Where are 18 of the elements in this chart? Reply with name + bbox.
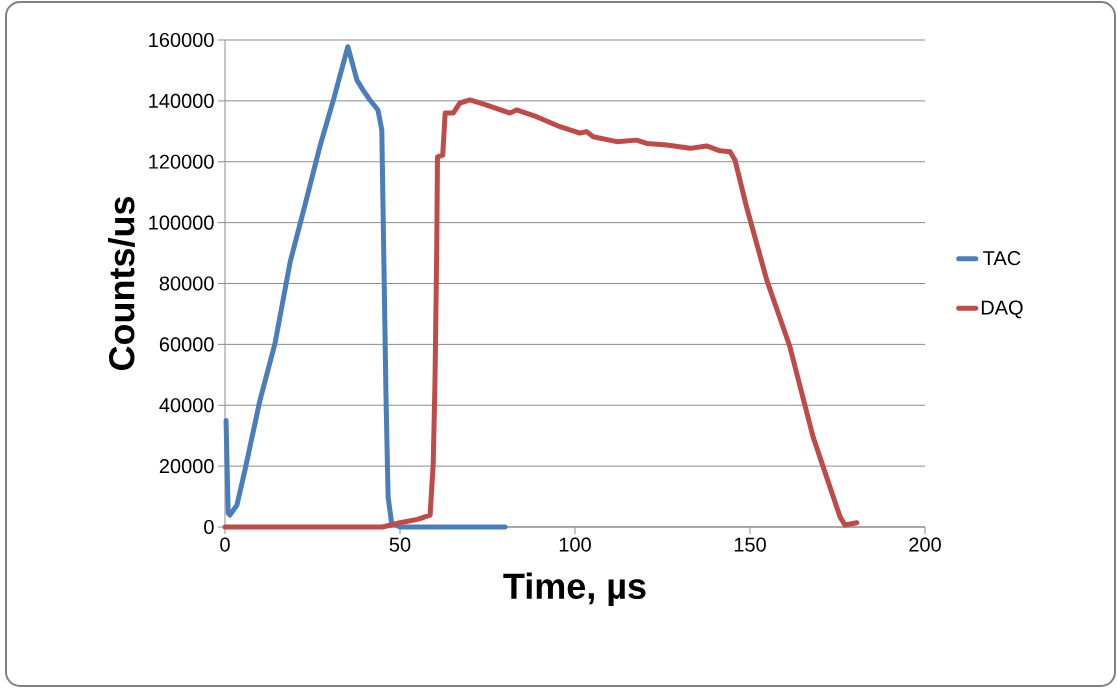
x-tick-label: 200 xyxy=(909,537,941,552)
x-tick-label: 100 xyxy=(559,537,591,552)
legend-label: TAC xyxy=(983,251,1021,266)
y-tick-label: 0 xyxy=(204,519,214,535)
y-tick-label: 60000 xyxy=(159,337,214,352)
y-tick-label: 120000 xyxy=(149,154,214,169)
x-tick-label: 0 xyxy=(220,537,230,552)
y-tick-label: 100000 xyxy=(149,215,214,230)
y-tick-label: 140000 xyxy=(149,93,214,108)
legend-label: DAQ xyxy=(981,300,1023,319)
y-tick-label: 160000 xyxy=(149,32,214,48)
y-tick-label: 20000 xyxy=(159,459,214,474)
y-tick-label: 80000 xyxy=(159,276,214,291)
y-axis-title: Counts/us xyxy=(108,196,135,371)
y-tick-label: 40000 xyxy=(159,398,214,413)
x-tick-label: 50 xyxy=(389,537,411,552)
x-tick-label: 150 xyxy=(734,537,766,552)
x-axis-title: Time, µs xyxy=(503,572,646,607)
